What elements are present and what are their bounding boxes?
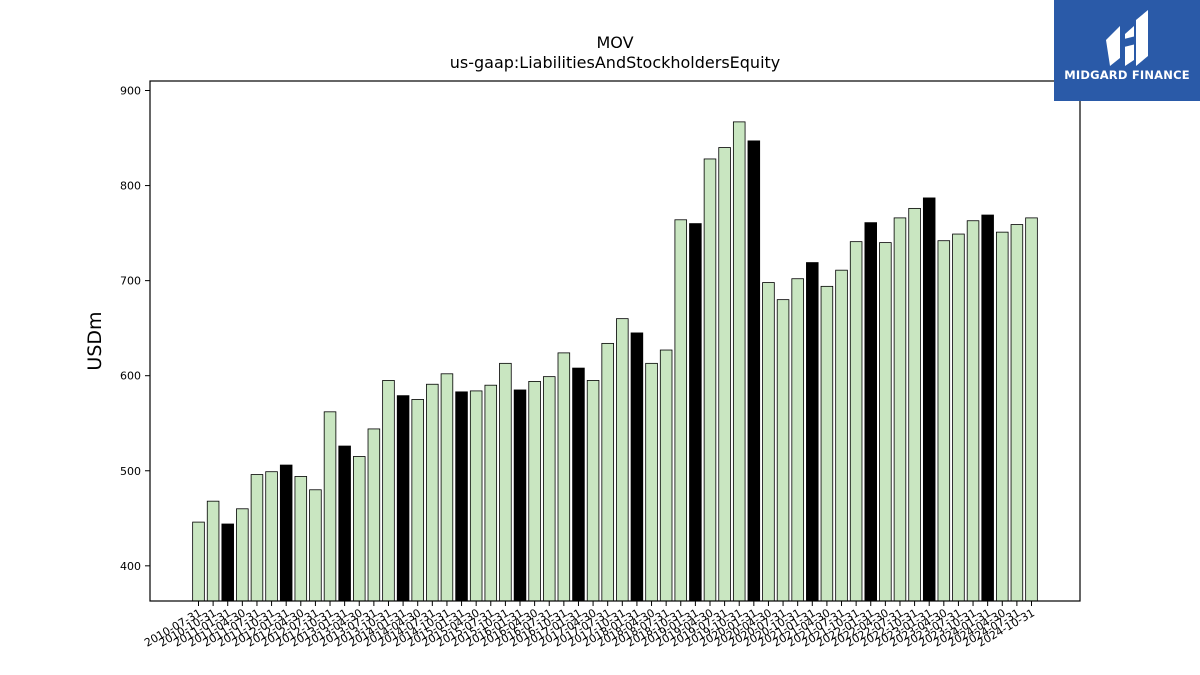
y-tick-label: 900: [120, 85, 141, 98]
bar-2021-10-31: [849, 241, 863, 602]
midgard-logo-icon: [1106, 10, 1148, 66]
bar-2017-01-31: [572, 367, 585, 602]
bar-2024-07-31: [1010, 224, 1024, 602]
bar-2014-04-30: [411, 399, 424, 602]
bar-2011-01-31: [221, 523, 234, 602]
bar-2017-04-30: [586, 380, 600, 602]
bar-2011-07-31: [250, 474, 264, 602]
bar-2024-04-30: [996, 231, 1009, 602]
y-tick-label: 500: [120, 465, 141, 478]
bar-2013-01-31: [338, 445, 351, 602]
bar-2012-07-31: [309, 489, 322, 602]
bar-2013-04-30: [352, 456, 366, 602]
bar-2010-10-31: [206, 500, 220, 602]
brand-name: MIDGARD FINANCE: [1064, 68, 1190, 82]
bar-2022-04-30: [879, 242, 892, 602]
bar-2022-01-31: [864, 222, 878, 602]
bar-2016-10-31: [557, 352, 571, 602]
bar-2018-07-31: [659, 349, 673, 602]
bar-2020-01-31: [747, 140, 761, 602]
bar-2015-04-30: [469, 390, 483, 602]
bar-2015-01-31: [455, 391, 468, 602]
bar-2024-01-31: [981, 214, 994, 602]
bar-2013-10-31: [382, 380, 395, 602]
bar-2012-01-31: [279, 464, 293, 602]
bar-2019-01-31: [689, 223, 702, 602]
bar-2019-04-30: [703, 158, 717, 602]
bar-2017-10-31: [616, 318, 629, 602]
y-tick-label: 700: [120, 275, 141, 288]
bar-2018-10-31: [674, 219, 688, 602]
bar-2010-07-31: [192, 521, 205, 602]
bar-2020-10-31: [791, 278, 804, 602]
bar-2019-07-31: [718, 147, 731, 602]
bar-2014-10-31: [440, 373, 454, 602]
bar-2011-04-30: [236, 508, 249, 602]
plot-frame: [149, 80, 1081, 602]
bar-2022-07-31: [893, 217, 907, 602]
bar-2021-01-31: [806, 262, 819, 602]
bar-2021-07-31: [835, 269, 848, 602]
chart-subtitle: us-gaap:LiabilitiesAndStockholdersEquity: [450, 53, 781, 72]
bar-2018-01-31: [630, 332, 644, 602]
bar-2015-10-31: [499, 362, 512, 602]
bar-2021-04-30: [820, 285, 834, 602]
bar-2015-07-31: [484, 384, 498, 602]
brand-logo: MIDGARD FINANCE: [1054, 0, 1200, 101]
bars-group: [192, 121, 1038, 602]
bar-2023-07-31: [952, 233, 965, 602]
y-ticks-group: 400 500 600 700 800 900: [120, 85, 150, 573]
chart-title: MOV: [596, 33, 633, 52]
x-ticks-group: 2010-07-312010-10-312011-01-312011-04-30…: [142, 601, 1037, 650]
bar-2024-10-31: [1025, 217, 1038, 602]
y-tick-label: 400: [120, 560, 141, 573]
bar-2023-10-31: [966, 220, 980, 602]
bar-2023-01-31: [922, 197, 936, 602]
bar-2013-07-31: [367, 428, 381, 602]
bar-2014-01-31: [396, 395, 410, 602]
bar-2020-04-30: [762, 282, 775, 602]
bar-2017-07-31: [601, 342, 614, 602]
bar-2022-10-31: [908, 207, 921, 602]
y-axis-label: USDm: [84, 311, 106, 370]
y-tick-label: 800: [120, 180, 141, 193]
bar-2016-07-31: [542, 376, 556, 602]
bar-2016-04-30: [528, 380, 541, 602]
bar-2020-07-31: [776, 299, 790, 602]
bar-2012-10-31: [323, 411, 337, 602]
bar-2023-04-30: [937, 240, 951, 602]
bar-2014-07-31: [426, 383, 439, 602]
bar-2016-01-31: [513, 389, 527, 602]
bar-2018-04-30: [645, 362, 658, 602]
bar-2011-10-31: [265, 471, 278, 602]
y-tick-label: 600: [120, 370, 141, 383]
bar-2012-04-30: [294, 476, 308, 602]
bar-2019-10-31: [732, 121, 746, 602]
